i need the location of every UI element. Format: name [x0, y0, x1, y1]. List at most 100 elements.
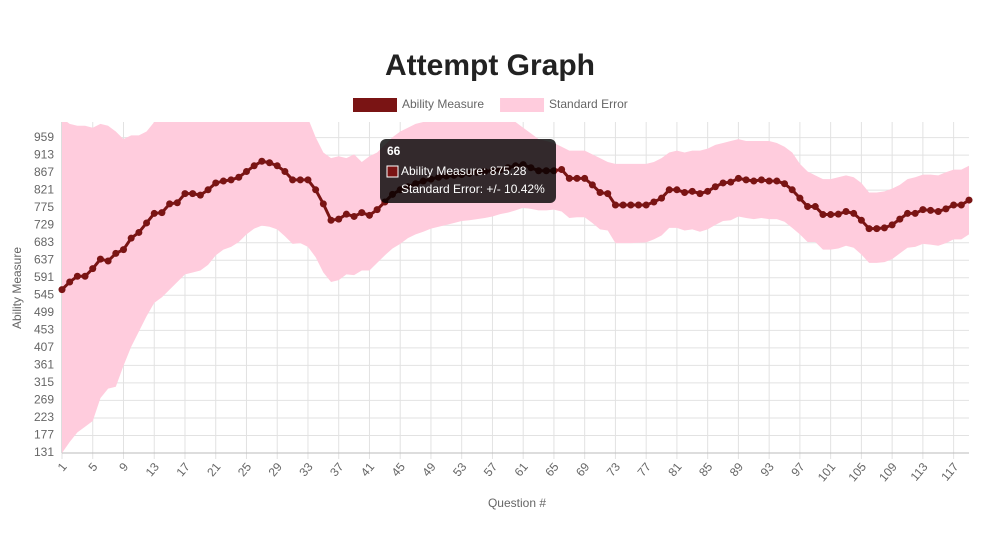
ability-point [173, 199, 181, 207]
y-tick-label: 591 [34, 270, 54, 284]
ability-point [296, 176, 304, 184]
tooltip: 66 Ability Measure: 875.28 Standard Erro… [380, 139, 556, 203]
ability-point [565, 174, 573, 182]
ability-point [250, 162, 258, 170]
ability-point [896, 215, 904, 223]
ability-point [904, 209, 912, 217]
ability-point [312, 186, 320, 194]
y-tick-label: 545 [34, 287, 54, 301]
ability-point [596, 188, 604, 196]
ability-point [681, 188, 689, 196]
ability-point [112, 249, 120, 257]
ability-point [58, 286, 66, 294]
x-tick-label: 93 [758, 460, 778, 479]
x-tick-label: 41 [358, 460, 378, 479]
ability-point [258, 157, 266, 165]
ability-point [665, 186, 673, 194]
ability-point [181, 190, 189, 198]
ability-point [604, 190, 612, 198]
band-layer [62, 122, 969, 453]
ability-point [873, 225, 881, 233]
tooltip-line: Standard Error: +/- 10.42% [401, 182, 545, 196]
ability-point [880, 224, 888, 232]
ability-point [73, 272, 81, 280]
tooltip-title: 66 [387, 144, 401, 158]
ability-point [711, 183, 719, 191]
ability-point [227, 176, 235, 184]
ability-point [135, 228, 143, 236]
error-band [62, 122, 969, 453]
ability-point [335, 215, 343, 223]
ability-point [104, 257, 112, 265]
ability-point [811, 203, 819, 211]
ability-point [289, 176, 297, 184]
x-tick-label: 29 [266, 460, 286, 479]
x-tick-label: 9 [116, 460, 131, 474]
x-tick-label: 57 [481, 460, 501, 479]
y-tick-label: 683 [34, 235, 54, 249]
x-tick-label: 65 [542, 460, 562, 479]
ability-point [619, 201, 627, 209]
y-tick-label: 453 [34, 323, 54, 337]
x-tick-label: 105 [846, 460, 870, 485]
ability-point [634, 201, 642, 209]
ability-point [773, 177, 781, 185]
ability-point [965, 196, 973, 204]
y-tick-label: 637 [34, 252, 54, 266]
y-tick-label: 821 [34, 182, 54, 196]
ability-point [219, 177, 227, 185]
ability-point [950, 201, 958, 209]
ability-point [819, 211, 827, 219]
ability-point [727, 178, 735, 186]
ability-point [734, 174, 742, 182]
ability-point [757, 176, 765, 184]
ability-point [212, 179, 220, 187]
y-tick-label: 361 [34, 358, 54, 372]
ability-point [373, 206, 381, 214]
ability-point [919, 206, 927, 214]
ability-point [319, 200, 327, 208]
x-tick-label: 77 [635, 460, 655, 479]
x-tick-label: 1 [55, 460, 70, 474]
ability-point [242, 168, 250, 176]
y-tick-label: 913 [34, 147, 54, 161]
x-tick-label: 5 [85, 460, 100, 474]
x-axis-label: Question # [488, 496, 546, 510]
x-tick-label: 113 [908, 460, 931, 484]
ability-point [704, 187, 712, 195]
ability-point [911, 209, 919, 217]
x-tick-label: 117 [938, 460, 961, 484]
y-tick-label: 407 [34, 340, 54, 354]
tooltip-box [380, 139, 556, 203]
ability-point [96, 255, 104, 263]
x-tick-label: 33 [296, 460, 316, 479]
x-tick-label: 13 [143, 460, 163, 479]
ability-point [781, 180, 789, 188]
ability-point [611, 201, 619, 209]
ability-point [804, 203, 812, 211]
ability-point [81, 272, 89, 280]
x-tick-label: 21 [204, 460, 224, 479]
tooltip-swatch [386, 165, 399, 178]
x-tick-label: 109 [876, 460, 900, 485]
y-tick-label: 315 [34, 375, 54, 389]
ability-point [842, 208, 850, 216]
legend-swatch [353, 98, 397, 112]
ability-point [558, 166, 566, 174]
ability-point [934, 208, 942, 216]
y-tick-label: 959 [34, 130, 54, 144]
x-tick-label: 89 [727, 460, 747, 479]
y-tick-label: 177 [34, 428, 54, 442]
tooltip-line: Ability Measure: 875.28 [401, 164, 527, 178]
x-tick-label: 53 [450, 460, 470, 479]
ability-point [66, 278, 74, 286]
ability-point [358, 209, 366, 217]
ability-point [742, 176, 750, 184]
ability-point [127, 234, 135, 242]
x-tick-label: 97 [788, 460, 808, 479]
ability-point [673, 186, 681, 194]
ability-point [350, 212, 358, 220]
ability-point [304, 176, 312, 184]
y-tick-label: 131 [34, 445, 54, 459]
